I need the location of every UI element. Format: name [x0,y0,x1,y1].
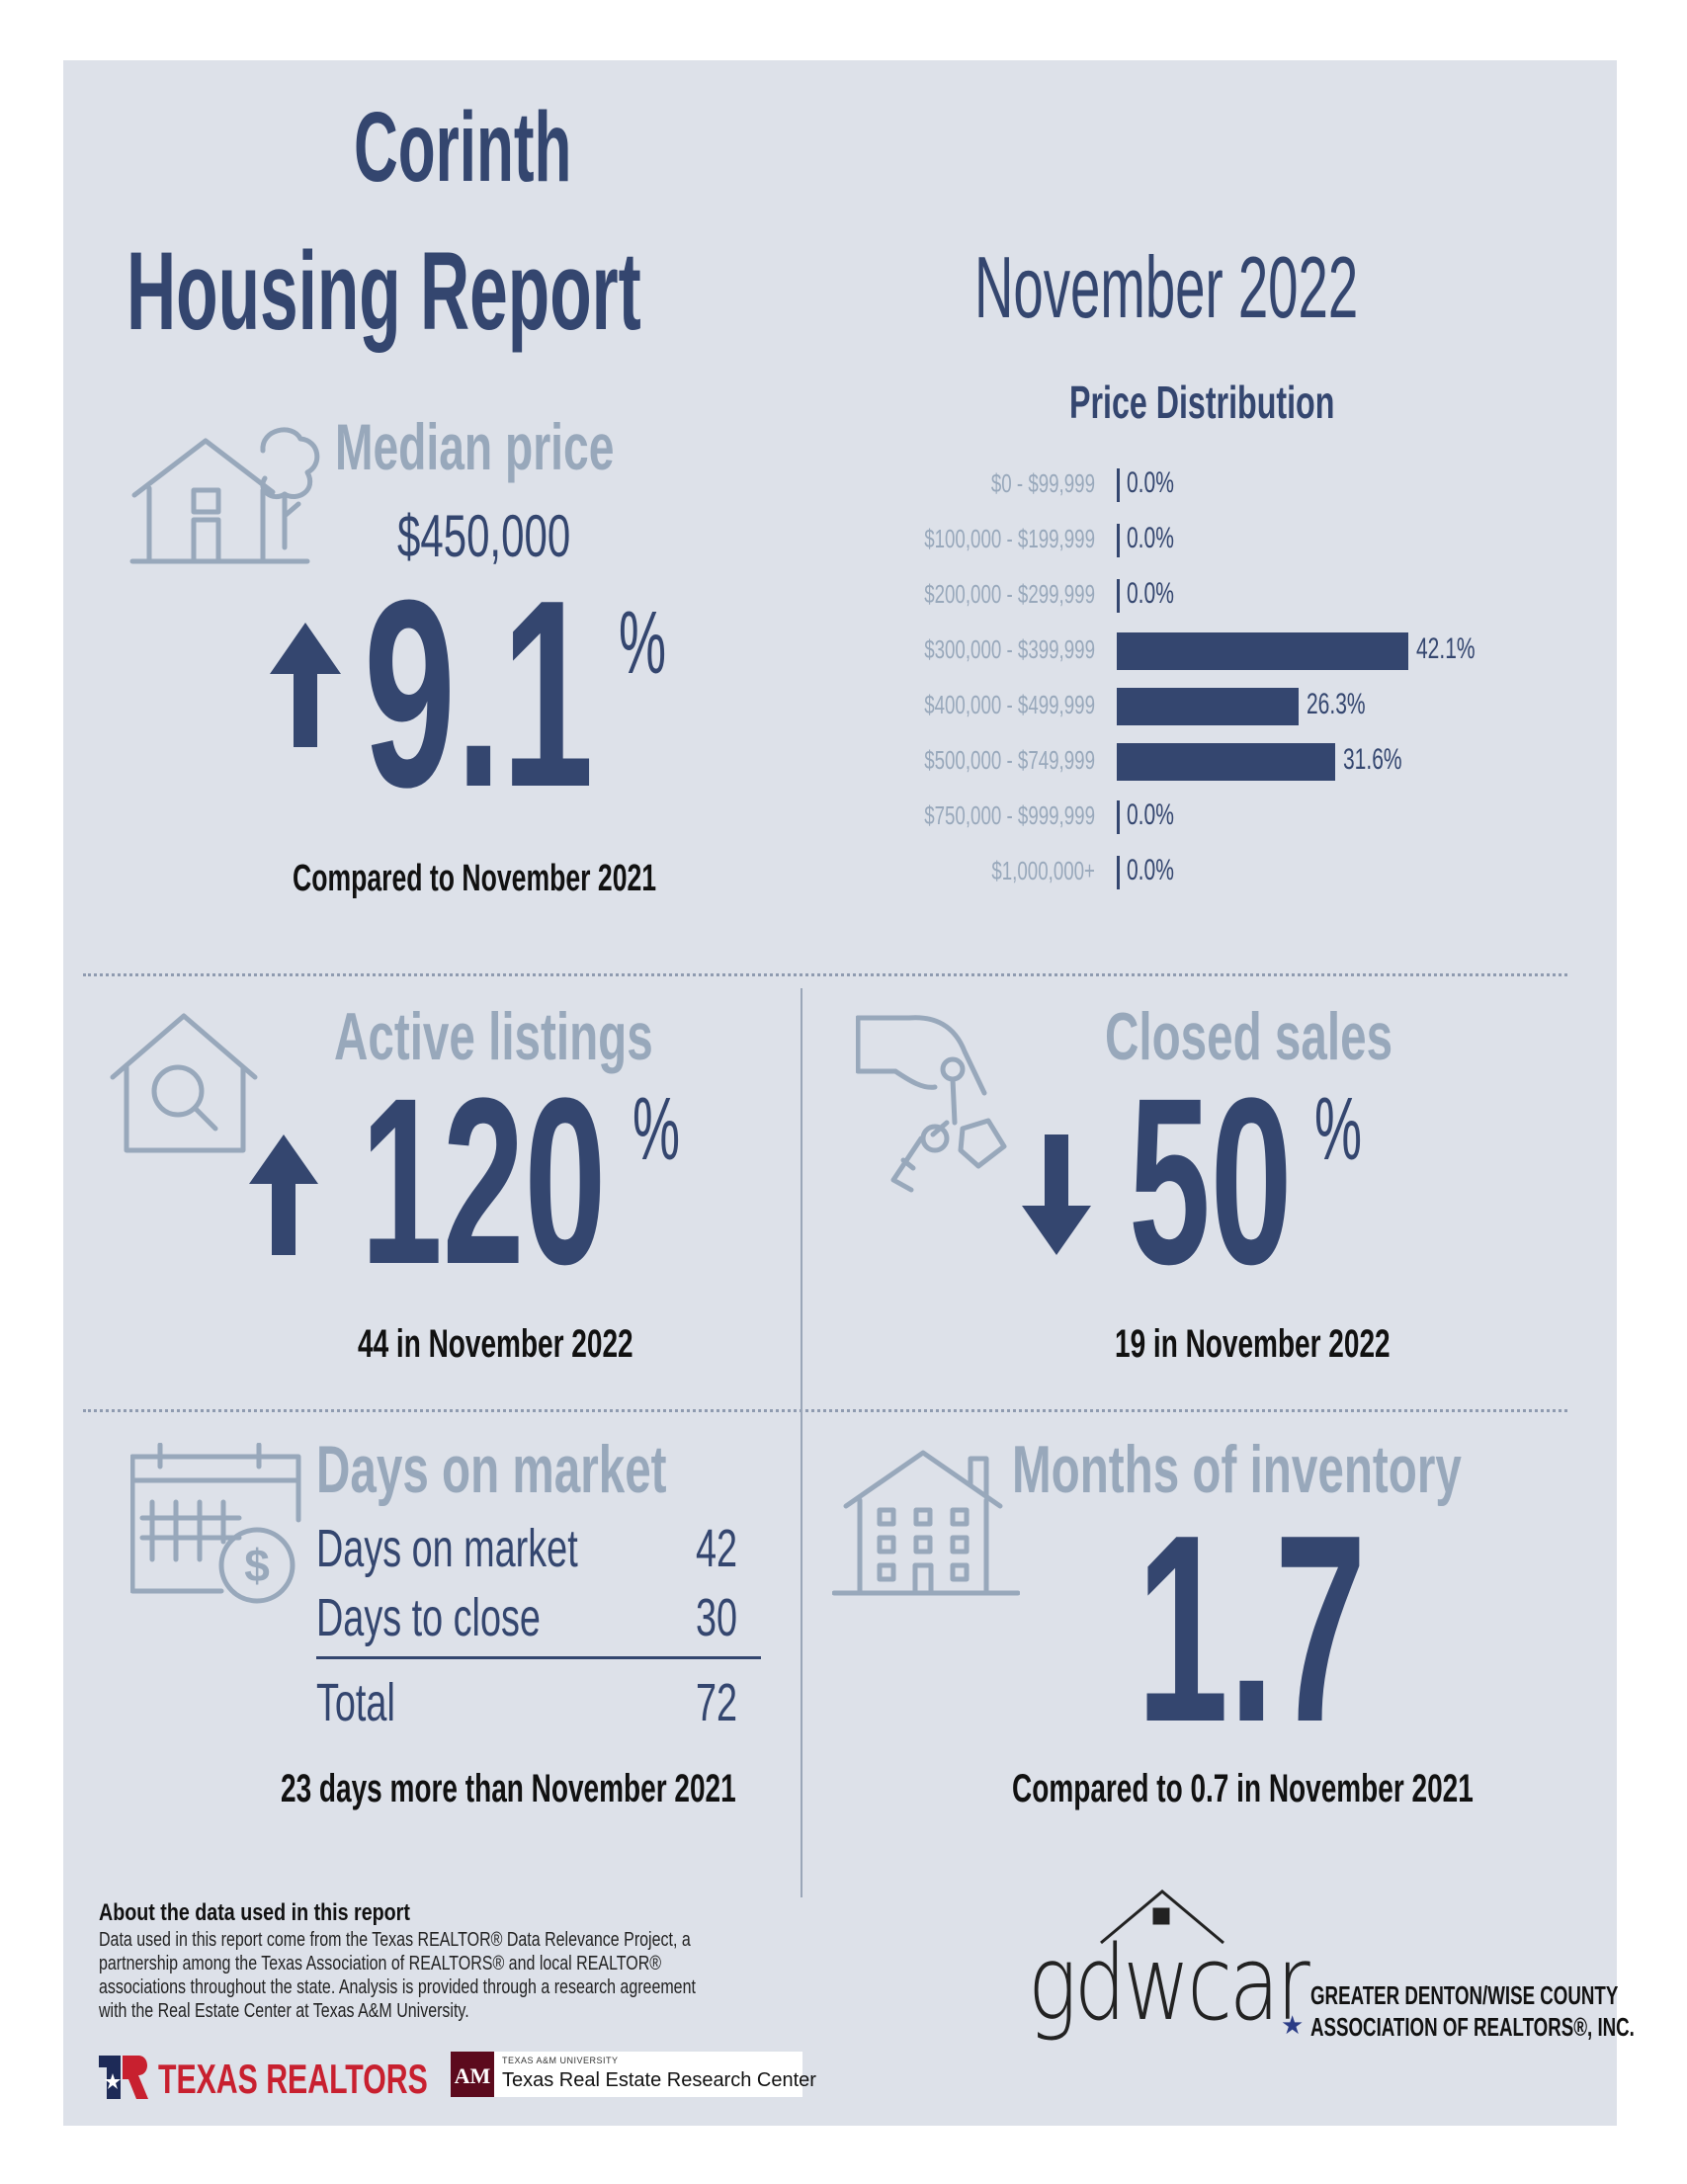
price-bar [1117,632,1408,670]
price-bar-value: 26.3% [1307,688,1366,720]
price-bar [1117,524,1120,557]
dtc-row-value: 30 [696,1588,738,1647]
price-bar [1117,688,1300,725]
median-price-change-unit: % [619,594,667,693]
price-bar-value: 42.1% [1415,632,1476,665]
calendar-dollar-icon: $ [130,1443,308,1611]
house-tree-icon [125,421,322,569]
price-distribution-title: Price Distribution [1069,377,1335,428]
active-listings-change-unit: % [633,1080,681,1179]
median-price-value: $450,000 [397,503,571,569]
price-range-label: $750,000 - $999,999 [924,800,1095,830]
city-title: Corinth [354,92,572,203]
dom-row-value: 42 [696,1519,738,1578]
median-price-change: 9.1 [364,546,594,843]
price-range-label: $500,000 - $749,999 [924,745,1095,775]
texas-realtors-logo [99,2054,150,2106]
median-price-comparison: Compared to November 2021 [293,858,657,899]
gdwcar-line-2: ASSOCIATION OF REALTORS®, INC. [1310,2012,1635,2042]
arrow-down-icon [1022,1134,1091,1255]
price-range-label: $300,000 - $399,999 [924,634,1095,664]
price-bar [1117,800,1120,834]
closed-sales-change: 50 [1129,1049,1293,1313]
price-bar-value: 0.0% [1127,522,1174,554]
about-line-4: with the Real Estate Center at Texas A&M… [99,2000,469,2022]
months-inventory-value: 1.7 [1137,1480,1367,1778]
arrow-up-icon [249,1134,318,1255]
about-line-3: associations throughout the state. Analy… [99,1976,696,1998]
months-inventory-label: Months of inventory [1012,1432,1462,1507]
price-range-label: $100,000 - $199,999 [924,524,1095,553]
price-bar-value: 0.0% [1127,854,1174,886]
price-range-label: $1,000,000+ [991,856,1095,885]
gdwcar-house-icon [1097,1886,1235,1950]
house-magnifier-icon [107,1008,265,1156]
texas-realtors-text: TEXAS REALTORS [158,2056,428,2102]
arrow-up-icon [270,623,341,747]
price-bar-value: 0.0% [1127,577,1174,610]
about-line-1: Data used in this report come from the T… [99,1929,691,1951]
svg-text:$: $ [244,1540,270,1591]
report-panel [63,60,1617,2126]
closed-sales-change-unit: % [1314,1080,1363,1179]
report-title: Housing Report [127,229,641,353]
dom-row-label: Days on market [316,1519,578,1578]
active-listings-detail: 44 in November 2022 [358,1322,633,1366]
price-bar [1117,743,1336,781]
tamu-logo-box [451,2052,802,2097]
report-month: November 2022 [974,238,1359,336]
apartment-building-icon [832,1445,1020,1603]
about-title: About the data used in this report [99,1899,410,1926]
divider-vertical [801,988,802,1897]
dtc-row-label: Days to close [316,1588,541,1647]
days-on-market-label: Days on market [316,1432,667,1507]
tamu-center-text: Texas Real Estate Research Center [502,2069,816,2091]
hand-keys-icon [856,1012,1024,1200]
gdwcar-line-1: GREATER DENTON/WISE COUNTY [1310,1980,1619,2010]
price-bar-value: 31.6% [1343,743,1402,776]
price-range-label: $200,000 - $299,999 [924,579,1095,609]
median-price-label: Median price [335,410,615,483]
divider-middle [83,1409,1567,1412]
texas-realtors-mark-icon [99,2056,148,2099]
divider-top [83,973,1567,976]
price-bar-value: 0.0% [1127,798,1174,831]
tamu-small-text: TEXAS A&M UNIVERSITY [502,2056,619,2065]
svg-text:AM: AM [455,2063,491,2088]
total-value: 72 [696,1673,738,1732]
price-range-label: $0 - $99,999 [990,468,1095,498]
gdwcar-star-icon: ★ [1281,2010,1305,2040]
closed-sales-label: Closed sales [1105,999,1393,1074]
price-bar [1117,856,1120,889]
about-line-2: partnership among the Texas Association … [99,1953,662,1974]
price-range-label: $400,000 - $499,999 [924,690,1095,719]
total-label: Total [316,1673,395,1732]
tamu-mark-icon: AM [451,2052,494,2097]
days-on-market-comparison: 23 days more than November 2021 [281,1767,736,1810]
active-listings-change: 120 [361,1049,607,1313]
gdwcar-logo-text: gdwcar [1028,1923,1310,2044]
active-listings-label: Active listings [334,999,653,1074]
price-bar-value: 0.0% [1127,466,1174,499]
price-bar [1117,468,1120,502]
closed-sales-detail: 19 in November 2022 [1115,1322,1391,1366]
months-inventory-comparison: Compared to 0.7 in November 2021 [1012,1767,1474,1810]
price-bar [1117,579,1120,613]
total-rule [316,1656,761,1659]
